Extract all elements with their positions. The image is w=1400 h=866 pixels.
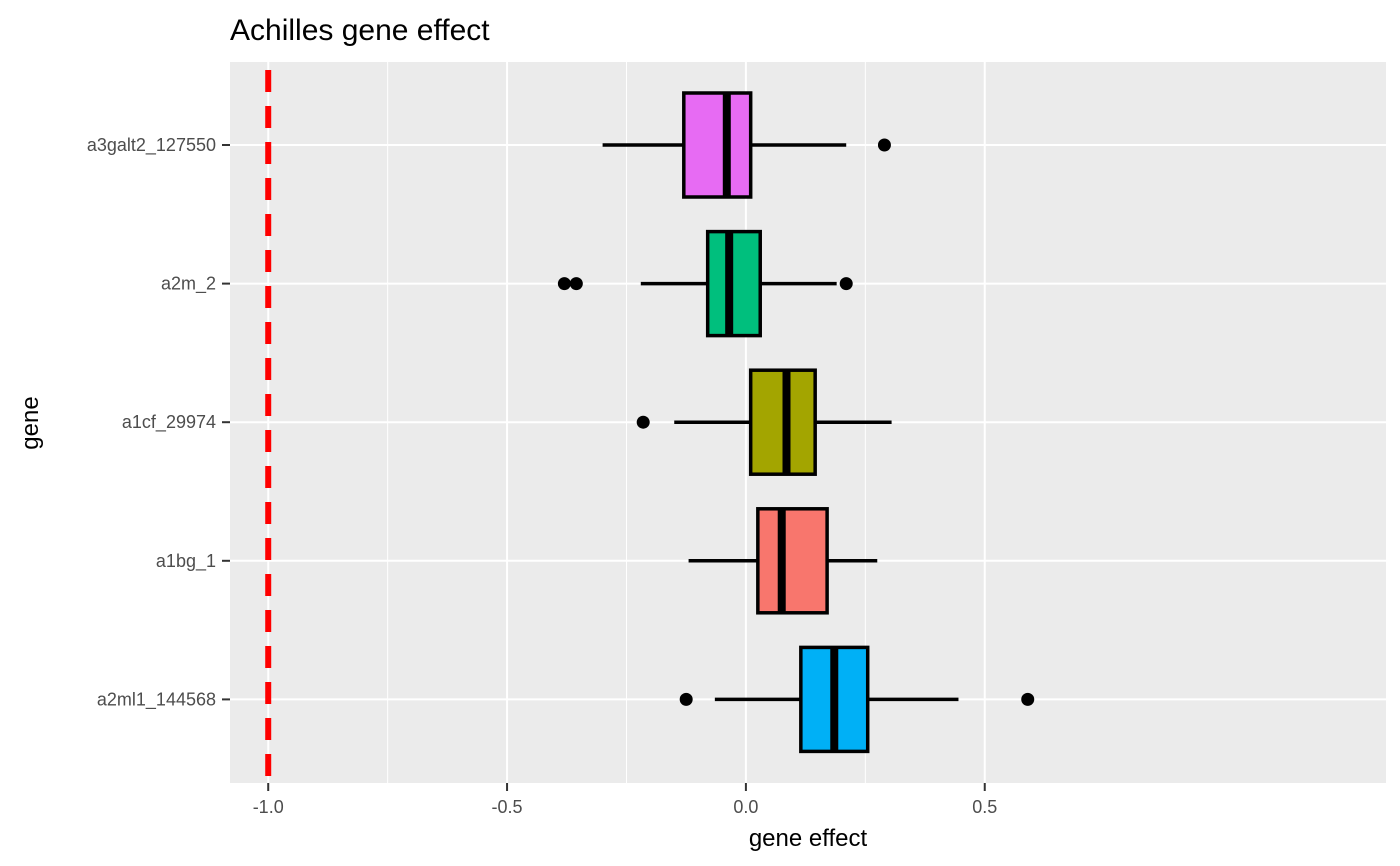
box-a3galt2_127550 [602, 91, 891, 199]
x-tick-label: -0.5 [492, 797, 523, 817]
outlier-point [569, 277, 583, 291]
y-tick-label: a1bg_1 [156, 551, 216, 572]
outlier-point [877, 138, 891, 152]
outlier-point [1021, 692, 1035, 706]
y-tick-label: a1cf_29974 [122, 412, 216, 433]
x-tick-label: 0.0 [733, 797, 758, 817]
boxes-group [557, 91, 1035, 754]
outlier-point [839, 277, 853, 291]
x-axis-title: gene effect [749, 825, 868, 852]
box-iqr [756, 507, 829, 615]
box-a1bg_1 [688, 507, 878, 615]
y-axis: a3galt2_127550 a2m_2 a1cf_29974 a1bg_1 a2ml1… [87, 135, 230, 710]
box-a2m_2 [557, 229, 853, 338]
box-iqr [705, 229, 762, 338]
box-a2ml1_144568 [679, 645, 1035, 754]
outlier-point [557, 277, 571, 291]
x-axis: -1.0 -0.5 0.0 0.5 [253, 783, 997, 817]
y-tick-label: a2m_2 [161, 274, 216, 295]
outlier-point [679, 692, 693, 706]
y-axis-title: gene [17, 396, 44, 449]
y-tick-label: a2ml1_144568 [97, 689, 216, 710]
x-tick-label: 0.5 [972, 797, 997, 817]
outlier-point [636, 415, 650, 429]
box-iqr [682, 91, 753, 199]
box-a1cf_29974 [636, 368, 892, 476]
y-tick-label: a3galt2_127550 [87, 135, 216, 156]
chart-title: Achilles gene effect [230, 14, 490, 47]
x-tick-label: -1.0 [253, 797, 284, 817]
